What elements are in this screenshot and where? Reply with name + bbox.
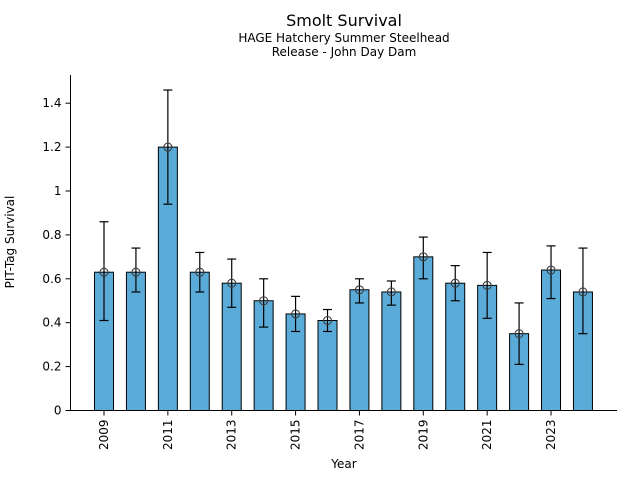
x-tick-label-2019: 2019 — [416, 420, 430, 451]
point-marker-2010 — [131, 267, 141, 277]
y-tick-label-0.4: 0.4 — [42, 316, 61, 330]
y-tick-label-0.2: 0.2 — [42, 360, 61, 374]
point-marker-2021 — [482, 280, 492, 290]
chart-title: Smolt Survival — [286, 11, 402, 30]
y-tick-label-0: 0 — [54, 404, 62, 418]
bar-2018 — [381, 291, 402, 411]
chart-subtitle-line2: Release - John Day Dam — [272, 45, 417, 59]
x-tick-label-2021: 2021 — [480, 420, 494, 451]
y-tick-label-0.6: 0.6 — [42, 272, 61, 286]
x-tick-label-2023: 2023 — [544, 420, 558, 451]
x-tick-label-2017: 2017 — [352, 420, 366, 451]
y-tick-label-0.8: 0.8 — [42, 228, 61, 242]
point-marker-2017 — [354, 285, 364, 295]
point-marker-2020 — [450, 278, 460, 288]
bar-2017 — [349, 289, 370, 411]
x-tick-label-2015: 2015 — [289, 420, 303, 451]
plot-area: 0 0.2 0.4 0.6 0.8 1 1.2 1.4 2009 2011 2013 2015 2017… — [42, 75, 617, 450]
bar-2020 — [445, 282, 466, 411]
point-marker-2018 — [386, 287, 396, 297]
bar-2016 — [317, 320, 338, 411]
point-marker-2013 — [227, 278, 237, 288]
bar-2012 — [189, 271, 210, 411]
x-tick-label-2011: 2011 — [161, 420, 175, 451]
point-marker-2014 — [259, 296, 269, 306]
x-tick-label-2013: 2013 — [225, 420, 239, 451]
x-axis-label: Year — [330, 457, 356, 471]
point-marker-2012 — [195, 267, 205, 277]
y-tick-label-1: 1 — [54, 184, 62, 198]
chart-subtitle-line1: HAGE Hatchery Summer Steelhead — [238, 31, 449, 45]
y-axis-label: PIT-Tag Survival — [3, 196, 17, 289]
point-marker-2016 — [322, 315, 333, 326]
point-marker-2015 — [291, 309, 301, 319]
point-marker-2024 — [578, 287, 588, 297]
point-marker-2009 — [99, 267, 109, 277]
y-tick-label-1.2: 1.2 — [42, 140, 61, 154]
x-tick-label-2009: 2009 — [97, 420, 111, 451]
point-marker-2023 — [546, 265, 556, 275]
y-tick-label-1.4: 1.4 — [42, 96, 61, 110]
bar-2019 — [413, 256, 434, 411]
bar-2010 — [125, 271, 146, 411]
point-marker-2019 — [418, 252, 428, 262]
point-marker-2022 — [514, 329, 524, 339]
point-marker-2011 — [163, 142, 173, 152]
